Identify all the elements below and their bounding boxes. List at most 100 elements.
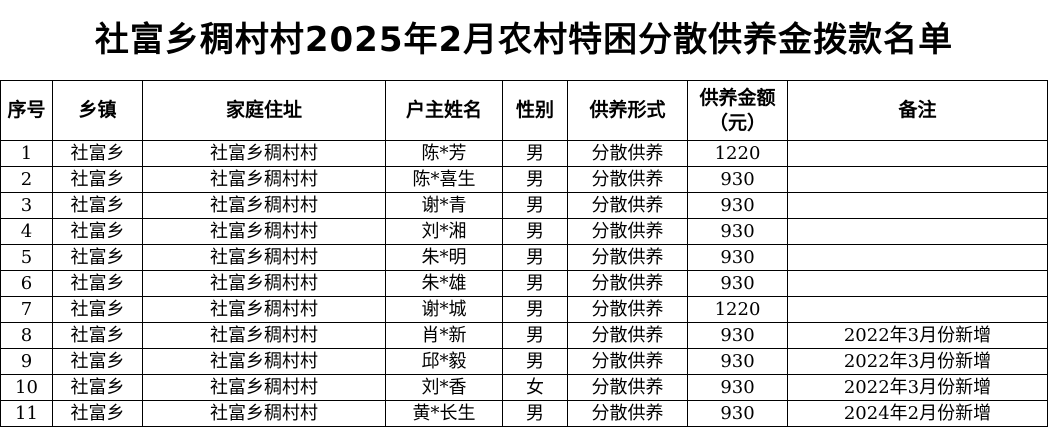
- cell-name[interactable]: 邱*毅: [385, 348, 503, 375]
- cell-sex[interactable]: 男: [502, 400, 568, 427]
- cell-amount[interactable]: 930: [687, 322, 788, 349]
- cell-seq[interactable]: 6: [0, 270, 53, 297]
- cell-amount[interactable]: 930: [687, 348, 788, 375]
- cell-town[interactable]: 社富乡: [52, 218, 143, 245]
- cell-note[interactable]: [787, 166, 1048, 193]
- cell-amount[interactable]: 930: [687, 218, 788, 245]
- cell-name[interactable]: 谢*城: [385, 296, 503, 323]
- cell-type[interactable]: 分散供养: [567, 322, 688, 349]
- cell-type[interactable]: 分散供养: [567, 192, 688, 219]
- cell-address[interactable]: 社富乡稠村村: [142, 140, 386, 167]
- header-note[interactable]: 备注: [787, 80, 1048, 141]
- cell-address[interactable]: 社富乡稠村村: [142, 270, 386, 297]
- cell-type[interactable]: 分散供养: [567, 400, 688, 427]
- cell-note[interactable]: [787, 218, 1048, 245]
- cell-seq[interactable]: 11: [0, 400, 53, 427]
- cell-town[interactable]: 社富乡: [52, 374, 143, 401]
- cell-type[interactable]: 分散供养: [567, 374, 688, 401]
- cell-address[interactable]: 社富乡稠村村: [142, 400, 386, 427]
- cell-town[interactable]: 社富乡: [52, 322, 143, 349]
- cell-seq[interactable]: 3: [0, 192, 53, 219]
- cell-sex[interactable]: 男: [502, 140, 568, 167]
- cell-town[interactable]: 社富乡: [52, 166, 143, 193]
- header-amount[interactable]: 供养金额 （元）: [687, 80, 788, 141]
- cell-seq[interactable]: 4: [0, 218, 53, 245]
- cell-sex[interactable]: 男: [502, 322, 568, 349]
- header-address[interactable]: 家庭住址: [142, 80, 386, 141]
- cell-amount[interactable]: 1220: [687, 140, 788, 167]
- cell-amount[interactable]: 930: [687, 244, 788, 271]
- cell-type[interactable]: 分散供养: [567, 140, 688, 167]
- header-head-name[interactable]: 户主姓名: [385, 80, 503, 141]
- cell-town[interactable]: 社富乡: [52, 296, 143, 323]
- cell-seq[interactable]: 9: [0, 348, 53, 375]
- cell-sex[interactable]: 女: [502, 374, 568, 401]
- cell-note[interactable]: 2022年3月份新增: [787, 374, 1048, 401]
- cell-type[interactable]: 分散供养: [567, 218, 688, 245]
- cell-address[interactable]: 社富乡稠村村: [142, 296, 386, 323]
- cell-type[interactable]: 分散供养: [567, 296, 688, 323]
- cell-town[interactable]: 社富乡: [52, 192, 143, 219]
- cell-sex[interactable]: 男: [502, 244, 568, 271]
- cell-note[interactable]: 2024年2月份新增: [787, 400, 1048, 427]
- cell-note[interactable]: [787, 140, 1048, 167]
- cell-town[interactable]: 社富乡: [52, 348, 143, 375]
- cell-name[interactable]: 陈*喜生: [385, 166, 503, 193]
- header-support-type[interactable]: 供养形式: [567, 80, 688, 141]
- table-row: 1 社富乡 社富乡稠村村 陈*芳 男 分散供养 1220: [0, 140, 1048, 167]
- cell-type[interactable]: 分散供养: [567, 270, 688, 297]
- header-amount-line1: 供养金额: [699, 86, 776, 109]
- cell-name[interactable]: 陈*芳: [385, 140, 503, 167]
- cell-name[interactable]: 朱*雄: [385, 270, 503, 297]
- cell-address[interactable]: 社富乡稠村村: [142, 244, 386, 271]
- cell-address[interactable]: 社富乡稠村村: [142, 322, 386, 349]
- cell-amount[interactable]: 930: [687, 270, 788, 297]
- cell-note[interactable]: [787, 192, 1048, 219]
- cell-name[interactable]: 刘*香: [385, 374, 503, 401]
- header-sex[interactable]: 性别: [502, 80, 568, 141]
- cell-seq[interactable]: 5: [0, 244, 53, 271]
- cell-address[interactable]: 社富乡稠村村: [142, 348, 386, 375]
- cell-note[interactable]: [787, 244, 1048, 271]
- cell-sex[interactable]: 男: [502, 192, 568, 219]
- cell-name[interactable]: 朱*明: [385, 244, 503, 271]
- cell-name[interactable]: 肖*新: [385, 322, 503, 349]
- cell-sex[interactable]: 男: [502, 348, 568, 375]
- cell-name[interactable]: 刘*湘: [385, 218, 503, 245]
- allowance-table: 序号 乡镇 家庭住址 户主姓名 性别 供养形式 供养金额 （元） 备注 1 社富…: [0, 80, 1048, 427]
- cell-town[interactable]: 社富乡: [52, 270, 143, 297]
- cell-amount[interactable]: 930: [687, 400, 788, 427]
- cell-name[interactable]: 黄*长生: [385, 400, 503, 427]
- cell-address[interactable]: 社富乡稠村村: [142, 192, 386, 219]
- cell-seq[interactable]: 10: [0, 374, 53, 401]
- cell-seq[interactable]: 7: [0, 296, 53, 323]
- cell-sex[interactable]: 男: [502, 270, 568, 297]
- cell-type[interactable]: 分散供养: [567, 244, 688, 271]
- cell-note[interactable]: [787, 296, 1048, 323]
- cell-amount[interactable]: 930: [687, 374, 788, 401]
- cell-sex[interactable]: 男: [502, 296, 568, 323]
- cell-type[interactable]: 分散供养: [567, 166, 688, 193]
- cell-seq[interactable]: 2: [0, 166, 53, 193]
- table-row: 6 社富乡 社富乡稠村村 朱*雄 男 分散供养 930: [0, 270, 1048, 297]
- cell-amount[interactable]: 1220: [687, 296, 788, 323]
- cell-seq[interactable]: 8: [0, 322, 53, 349]
- cell-amount[interactable]: 930: [687, 166, 788, 193]
- cell-name[interactable]: 谢*青: [385, 192, 503, 219]
- cell-town[interactable]: 社富乡: [52, 244, 143, 271]
- cell-sex[interactable]: 男: [502, 166, 568, 193]
- cell-town[interactable]: 社富乡: [52, 400, 143, 427]
- cell-note[interactable]: [787, 270, 1048, 297]
- cell-amount[interactable]: 930: [687, 192, 788, 219]
- cell-address[interactable]: 社富乡稠村村: [142, 218, 386, 245]
- cell-town[interactable]: 社富乡: [52, 140, 143, 167]
- cell-type[interactable]: 分散供养: [567, 348, 688, 375]
- cell-note[interactable]: 2022年3月份新增: [787, 322, 1048, 349]
- cell-note[interactable]: 2022年3月份新增: [787, 348, 1048, 375]
- cell-seq[interactable]: 1: [0, 140, 53, 167]
- header-seq[interactable]: 序号: [0, 80, 53, 141]
- cell-address[interactable]: 社富乡稠村村: [142, 166, 386, 193]
- cell-address[interactable]: 社富乡稠村村: [142, 374, 386, 401]
- cell-sex[interactable]: 男: [502, 218, 568, 245]
- header-town[interactable]: 乡镇: [52, 80, 143, 141]
